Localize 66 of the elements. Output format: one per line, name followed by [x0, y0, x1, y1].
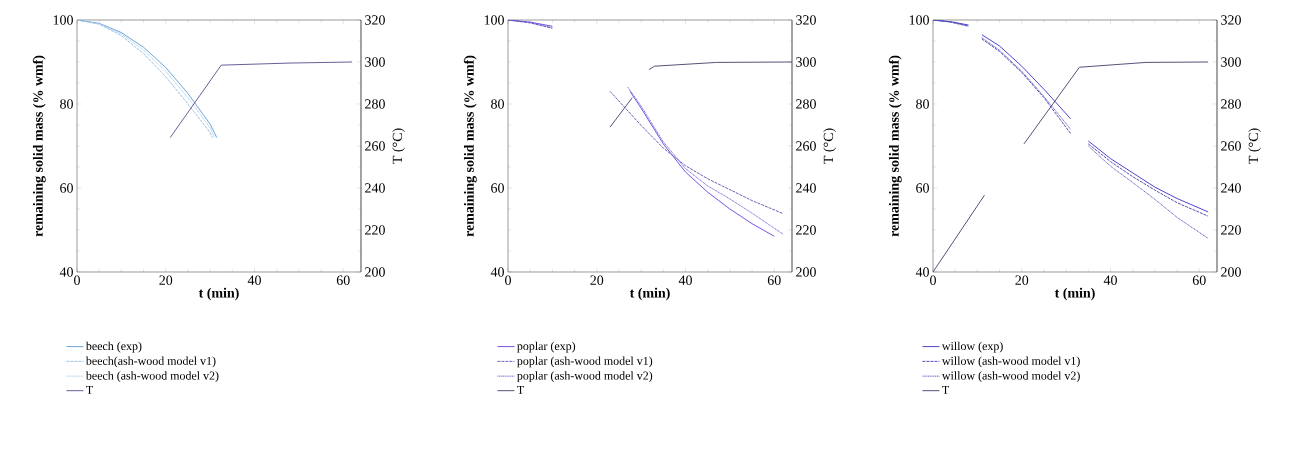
y2-tick-label: 320	[365, 15, 385, 25]
y2-tick-label: 220	[365, 225, 385, 235]
x-tick-label: 20	[1015, 275, 1029, 285]
y2-tick-label: 240	[365, 183, 385, 193]
x-tick-label: 20	[590, 275, 604, 285]
x-tick-label: 40	[678, 275, 692, 285]
legend-label: T	[517, 386, 524, 394]
y-tick-label: 80	[60, 99, 73, 109]
x-tick-label: 60	[1192, 275, 1206, 285]
x-tick-label: 40	[247, 275, 261, 285]
y-tick-label: 40	[490, 267, 504, 277]
legend-label: poplar (ash-wood model v1)	[517, 356, 653, 368]
y2-tick-label: 260	[796, 141, 816, 151]
y-axis-title: remaining solid mass (% wmf)	[32, 55, 46, 237]
x-axis-title: t (min)	[198, 287, 239, 301]
y2-tick-label: 200	[796, 267, 816, 277]
y2-tick-label: 320	[1221, 15, 1241, 25]
y-tick-label: 100	[909, 15, 929, 25]
y2-tick-label: 300	[365, 57, 385, 67]
x-tick-label: 40	[1103, 275, 1117, 285]
y2-tick-label: 280	[1221, 99, 1241, 109]
y-axis-title: remaining solid mass (% wmf)	[888, 55, 902, 237]
x-tick-label: 20	[159, 275, 173, 285]
y-tick-label: 40	[59, 267, 73, 277]
x-tick-label: 60	[767, 275, 781, 285]
y2-tick-label: 300	[1221, 57, 1241, 67]
y-tick-label: 100	[484, 15, 504, 25]
y2-axis-title: T (°C)	[392, 128, 405, 164]
y-tick-label: 80	[916, 99, 929, 109]
legend-label: beech (ash-wood model v2)	[85, 371, 219, 383]
legend-label: beech (exp)	[85, 341, 142, 353]
y2-axis-title: T (°C)	[823, 128, 836, 164]
y-tick-label: 60	[491, 183, 504, 193]
legend-label: willow (ash-wood model v2)	[941, 371, 1080, 383]
y2-tick-label: 240	[1221, 183, 1241, 193]
y2-tick-label: 280	[796, 99, 816, 109]
x-tick-label: 60	[336, 275, 350, 285]
y-axis-title: remaining solid mass (% wmf)	[463, 55, 477, 237]
y-tick-label: 60	[916, 183, 929, 193]
y2-axis-title: T (°C)	[1248, 128, 1261, 164]
y2-tick-label: 200	[365, 267, 385, 277]
x-tick-label: 0	[74, 275, 80, 285]
legend-label: willow (ash-wood model v1)	[941, 356, 1080, 368]
y2-tick-label: 260	[1221, 141, 1241, 151]
legend-label: T	[86, 386, 93, 394]
legend-label: poplar (exp)	[517, 341, 576, 353]
y2-tick-label: 260	[365, 141, 385, 151]
x-tick-label: 0	[930, 275, 936, 285]
y2-tick-label: 240	[796, 183, 816, 193]
x-tick-label: 0	[505, 275, 511, 285]
y-tick-label: 40	[915, 267, 929, 277]
legend-label: willow (exp)	[941, 341, 1003, 353]
x-axis-title: t (min)	[629, 287, 670, 301]
y-tick-label: 100	[53, 15, 73, 25]
legend-label: beech(ash-wood model v1)	[85, 356, 216, 368]
legend-label: poplar (ash-wood model v2)	[517, 371, 653, 383]
y2-tick-label: 320	[796, 15, 816, 25]
y2-tick-label: 220	[796, 225, 816, 235]
y-tick-label: 60	[60, 183, 73, 193]
y2-tick-label: 220	[1221, 225, 1241, 235]
y-tick-label: 80	[491, 99, 504, 109]
legend-label: T	[942, 386, 950, 394]
y2-tick-label: 280	[365, 99, 385, 109]
y2-tick-label: 300	[796, 57, 816, 67]
y2-tick-label: 200	[1221, 267, 1241, 277]
x-axis-title: t (min)	[1054, 287, 1095, 301]
